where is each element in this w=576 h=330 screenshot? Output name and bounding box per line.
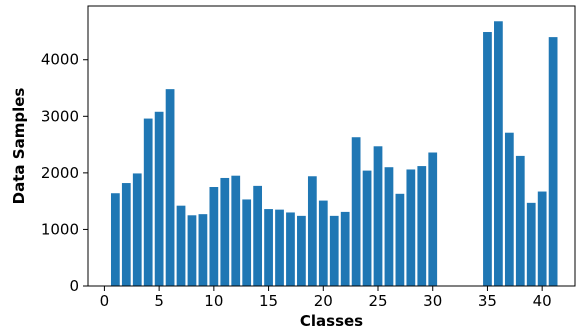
x-tick-label: 10	[204, 292, 223, 310]
bar-class-25	[373, 146, 383, 286]
bar-class-41	[548, 37, 558, 286]
x-tick-label: 15	[259, 292, 278, 310]
bar-class-2	[121, 183, 131, 286]
y-tick-label: 2000	[41, 164, 79, 182]
bar-class-1	[110, 193, 120, 286]
bar-class-18	[297, 215, 306, 286]
bar-class-29	[417, 166, 427, 286]
bar-class-3	[132, 173, 142, 286]
bars-group	[110, 21, 558, 287]
bar-class-35	[483, 32, 492, 286]
bar-class-14	[253, 185, 263, 286]
bar-class-21	[329, 215, 339, 286]
bar-class-22	[340, 211, 350, 286]
x-tick-label: 40	[533, 292, 552, 310]
bar-class-15	[264, 209, 273, 286]
bar-class-40	[537, 191, 547, 286]
bar-class-12	[231, 175, 241, 286]
y-tick-label: 1000	[41, 220, 79, 238]
y-axis-ticks: 0 1000 2000 3000 4000	[41, 51, 88, 295]
bar-class-38	[515, 155, 525, 286]
bar-class-16	[275, 209, 284, 286]
x-tick-label: 30	[423, 292, 442, 310]
bar-class-28	[406, 169, 416, 286]
x-tick-label: 0	[100, 292, 110, 310]
plot-frame	[87, 5, 576, 287]
x-tick-label: 35	[478, 292, 497, 310]
y-tick-label: 0	[69, 277, 79, 295]
bar-class-37	[504, 132, 514, 286]
bar-class-20	[318, 200, 328, 286]
x-axis-ticks: 0 5 10 15 20 25 30 35 40	[100, 286, 552, 310]
y-axis-label: Data Samples	[10, 88, 28, 205]
x-axis-label: Classes	[300, 312, 363, 330]
bar-class-23	[351, 137, 361, 286]
x-tick-label: 5	[154, 292, 164, 310]
bar-class-39	[526, 202, 536, 286]
bar-class-10	[209, 187, 219, 286]
bar-class-6	[165, 89, 175, 286]
bar-class-7	[176, 205, 186, 286]
y-tick-label: 3000	[41, 107, 79, 125]
bar-class-27	[395, 193, 405, 286]
bar-class-24	[362, 170, 372, 286]
bar-class-5	[154, 111, 164, 287]
bar-class-19	[307, 176, 317, 286]
bar-class-4	[143, 118, 153, 286]
y-tick-label: 4000	[41, 51, 79, 69]
bar-class-8	[187, 215, 197, 286]
bar-class-17	[286, 212, 295, 286]
bar-class-9	[198, 214, 208, 286]
bar-class-36	[494, 21, 503, 286]
bar-class-13	[242, 199, 252, 286]
x-tick-label: 25	[368, 292, 387, 310]
bar-class-30	[428, 152, 438, 286]
bar-class-26	[384, 167, 394, 286]
bar-class-11	[220, 177, 230, 286]
x-tick-label: 20	[314, 292, 333, 310]
